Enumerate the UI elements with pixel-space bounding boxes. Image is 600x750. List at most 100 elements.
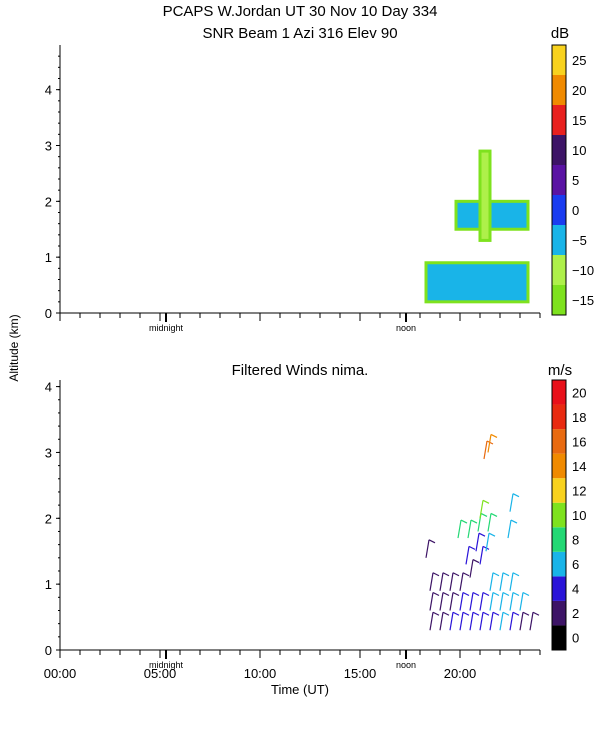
colorbar-tick-label: 20 (572, 83, 586, 98)
wind-barb-staff (429, 592, 434, 611)
colorbar-segment (552, 225, 566, 255)
y-tick-label: 0 (45, 643, 52, 658)
figure-title-line1: PCAPS W.Jordan UT 30 Nov 10 Day 334 (163, 3, 438, 20)
wind-barb-flag (432, 611, 440, 616)
wind-barb-staff (483, 440, 488, 460)
wind-barb-staff (499, 572, 504, 591)
colorbar-tick-label: −15 (572, 293, 594, 308)
wind-barb-flag (482, 611, 490, 616)
wind-barb-flag (432, 591, 440, 597)
wind-barb-flag (428, 539, 436, 544)
wind-barb-staff (475, 533, 480, 552)
x-tick-label: 20:00 (444, 666, 477, 681)
wind-barb-flag (492, 611, 500, 616)
wind-barb-flag (460, 519, 468, 524)
snr-region-edge (454, 199, 530, 231)
y-tick-label: 3 (45, 445, 52, 460)
colorbar-segment (552, 255, 566, 285)
wind-barb-flag (522, 611, 530, 616)
wind-barb-staff (479, 546, 484, 565)
wind-barb-staff (449, 592, 454, 611)
wind-barb-staff (457, 519, 462, 539)
colorbar-tick-label: 18 (572, 410, 586, 425)
wind-barb-staff (469, 592, 474, 611)
y-tick-label: 0 (45, 306, 52, 321)
snr-region-edge (424, 261, 530, 304)
wind-barb-flag (512, 493, 520, 498)
wind-barb-staff (465, 546, 470, 565)
figure-title-line2: SNR Beam 1 Azi 316 Elev 90 (202, 25, 397, 42)
noon-label: noon (396, 660, 416, 670)
colorbar-tick-label: 5 (572, 173, 579, 188)
colorbar-segment (552, 527, 566, 552)
wind-barb-staff (439, 612, 444, 631)
colorbar-segment (552, 380, 566, 405)
wind-barb-staff (459, 572, 464, 591)
wind-barb-staff (529, 612, 534, 631)
wind-barb-flag (482, 499, 490, 504)
colorbar-segment (552, 502, 566, 528)
colorbar-segment (552, 429, 566, 454)
wind-barb-staff (469, 559, 474, 578)
wind-barb-staff (449, 572, 454, 591)
wind-barb-flag (490, 512, 498, 518)
wind-barb-staff (479, 500, 484, 519)
wind-barb-staff (485, 533, 490, 552)
y-tick-label: 1 (45, 250, 52, 265)
wind-barb-flag (462, 611, 470, 616)
colorbar-tick-label: 15 (572, 113, 586, 128)
snr-colorbar: −15 −10 −5 0 5 10 15 20 25 (551, 44, 594, 316)
wind-barb-staff (429, 612, 434, 631)
wind-barb-staff (509, 493, 514, 512)
snr-region (480, 151, 490, 241)
colorbar-segment (552, 45, 566, 75)
wind-barb-staff (459, 612, 464, 631)
wind-barb-flag (512, 572, 520, 577)
x-axis-label: Time (UT) (271, 682, 329, 697)
wind-barb-staff (487, 434, 492, 453)
x-tick-label: 15:00 (344, 666, 377, 681)
y-tick-label: 1 (45, 577, 52, 592)
wind-barb-flag (472, 591, 480, 597)
wind-barb-flag (488, 532, 496, 537)
colorbar-tick-label: 20 (572, 385, 586, 400)
colorbar-tick-label: 0 (572, 203, 579, 218)
wind-barb-staff (487, 513, 492, 532)
colorbar-tick-label: 2 (572, 606, 579, 621)
wind-barb-flag (442, 572, 450, 577)
wind-barb-staff (449, 612, 454, 631)
wind-barb-flag (532, 611, 540, 616)
colorbar-segment (552, 551, 566, 577)
wind-barb-flag (512, 611, 520, 616)
wind-barb-flag (502, 611, 510, 616)
x-tick-label: 00:00 (44, 666, 77, 681)
wind-barb-staff (459, 592, 464, 611)
colorbar1-unit: dB (551, 25, 569, 42)
wind-barb-flag (462, 572, 470, 577)
colorbar-tick-label: 0 (572, 631, 579, 646)
colorbar-segment (552, 195, 566, 225)
snr-panel: 0 1 2 3 4 midnight noon (45, 45, 541, 333)
x-tick-label: 05:00 (144, 666, 177, 681)
wind-barb-staff (489, 612, 494, 631)
midnight-label: midnight (149, 323, 184, 333)
y-tick-label: 4 (45, 83, 52, 98)
wind-barb-staff (519, 592, 524, 611)
colorbar-tick-label: 6 (572, 557, 579, 572)
wind-barb-staff (479, 612, 484, 631)
wind-barb-flag (510, 519, 518, 524)
wind-barb-staff (439, 572, 444, 591)
colorbar-tick-label: 14 (572, 459, 586, 474)
wind-barb-flag (452, 591, 460, 597)
colorbar2-unit: m/s (548, 362, 572, 379)
winds-panel: 0 1 2 3 4 midnight noon 00:00 05:00 10:00 15:00 20:… (44, 380, 541, 681)
wind-barb-flag (478, 532, 486, 537)
wind-barb-staff (519, 612, 524, 631)
noon-label: noon (396, 323, 416, 333)
wind-barb-flag (490, 433, 498, 438)
wind-barb-staff (425, 539, 430, 558)
wind-barb-flag (442, 591, 450, 597)
colorbar-segment (552, 285, 566, 315)
midnight-label: midnight (149, 660, 184, 670)
